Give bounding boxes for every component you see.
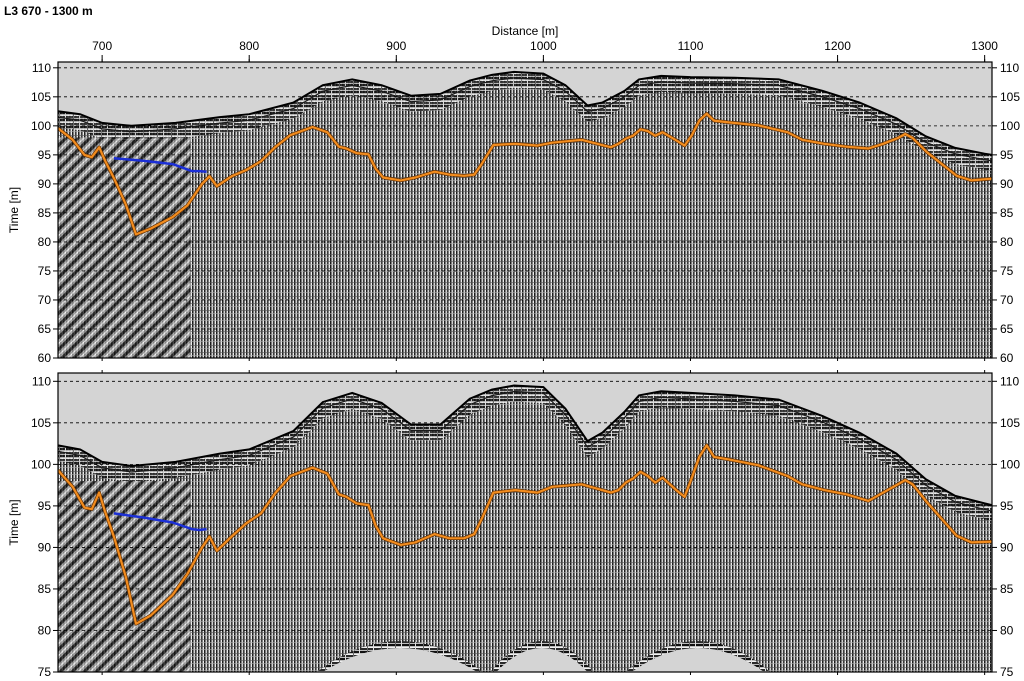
near-surface-layers [58,385,992,522]
y-tick-label-right: 75 [1000,665,1014,679]
ground-surface-line [58,384,992,507]
y-tick-label-left: 100 [31,119,51,133]
blanked-region [322,648,478,672]
y-tick-label-left: 90 [38,177,52,191]
y-tick-label-left: 95 [38,499,52,513]
blanked-region [496,648,588,672]
y-tick-label-left: 75 [38,665,52,679]
x-tick-label: 1300 [971,39,998,53]
x-axis-title: Distance [m] [492,24,559,38]
y-tick-label-right: 75 [1000,264,1014,278]
panel-frame [57,372,993,673]
y-tick-label-right: 90 [1000,177,1014,191]
y-tick-label-left: 95 [38,148,52,162]
x-tick-label: 900 [386,39,406,53]
y-tick-label-right: 95 [1000,499,1014,513]
left-steep-reflectors [58,137,191,358]
y-tick-label-right: 60 [1000,351,1014,365]
ground-surface-line [58,70,992,156]
y-tick-label-left: 110 [32,374,51,388]
y-tick-label-right: 80 [1000,235,1014,249]
subsurface-reflections [58,385,992,672]
orange-horizon-line [58,112,992,236]
subsurface-reflections [58,71,992,358]
x-tick-label: 1000 [530,39,557,53]
y-tick-label-right: 85 [1000,206,1014,220]
y-tick-label-right: 110 [1000,61,1019,75]
x-axis-top-ticks: 700 800 900 1000 1100 1200 1300 [92,39,998,62]
y-tick-label-left: 105 [31,416,51,430]
blue-horizon-line [113,157,207,173]
x-tick-label: 1100 [678,39,704,53]
x-tick-label: 1200 [824,39,851,53]
y-tick-label-right: 95 [1000,148,1014,162]
near-surface-layers [58,71,992,171]
y-tick-label-left: 70 [38,293,52,307]
radargram-panel-top: 60 60 65 65 70 70 75 75 80 80 85 85 90 90 95 95 100 100 10… [7,59,1020,365]
y-tick-label-left: 85 [38,206,52,220]
y-tick-label-right: 100 [1000,457,1020,471]
ground-surface-echo [58,390,992,512]
y-tick-label-left: 80 [38,235,52,249]
y-axis-title: Time [m] [7,499,21,545]
y-tick-label-left: 100 [31,457,51,471]
panel-frame [57,61,993,359]
panel-content [58,67,992,358]
y-tick-label-right: 105 [1000,90,1020,104]
y-tick-label-right: 65 [1000,322,1014,336]
panel-content [58,380,992,672]
y-tick-label-right: 105 [1000,416,1020,430]
y-tick-label-right: 85 [1000,582,1014,596]
x-tick-label: 800 [239,39,259,53]
blue-horizon-line [113,512,207,532]
ground-surface-echo [58,77,992,162]
y-tick-label-right: 80 [1000,623,1014,637]
y-tick-label-right: 110 [1000,374,1019,388]
orange-horizon-line [58,444,992,625]
y-tick-label-left: 60 [38,351,52,365]
y-tick-label-right: 70 [1000,293,1014,307]
y-tick-label-left: 75 [38,264,52,278]
y-tick-label-left: 65 [38,322,52,336]
blanked-region [631,648,765,672]
y-tick-label-left: 105 [31,90,51,104]
x-tick-label: 700 [92,39,112,53]
y-tick-label-left: 80 [38,623,52,637]
y-tick-label-right: 100 [1000,119,1020,133]
y-tick-label-left: 90 [38,540,52,554]
y-tick-label-right: 90 [1000,540,1014,554]
y-tick-label-left: 110 [32,61,51,75]
y-axis-title: Time [m] [7,187,21,233]
figure-title: L3 670 - 1300 m [4,4,93,18]
y-tick-label-left: 85 [38,582,52,596]
radargram-panel-bottom: 75 75 80 80 85 85 90 90 95 95 100 100 105 105 110 110 Ti… [7,370,1020,679]
